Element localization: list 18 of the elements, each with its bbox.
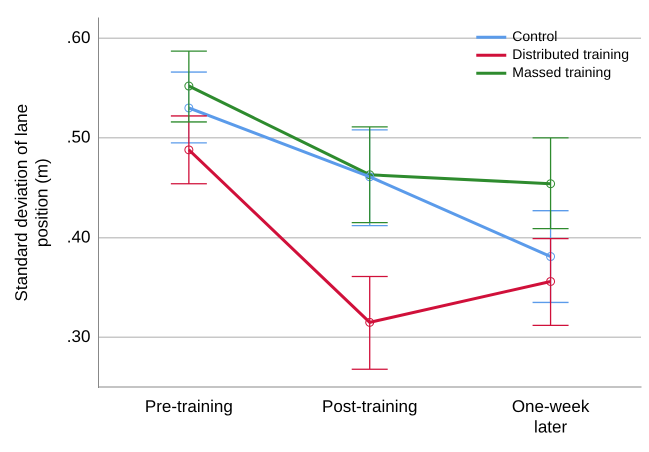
point xyxy=(546,276,556,286)
point xyxy=(184,103,194,112)
y-tick-label: .40 xyxy=(66,227,90,246)
point xyxy=(546,252,556,262)
x-tick-label: One-week later xyxy=(512,397,590,436)
legend-label: Distributed training xyxy=(512,46,630,62)
y-tick-label: .60 xyxy=(66,28,90,47)
y-tick-label: .30 xyxy=(66,327,90,346)
point xyxy=(546,179,556,188)
point xyxy=(184,82,194,91)
y-axis-title: Standard deviation of lane position (m) xyxy=(12,104,52,302)
legend-label: Control xyxy=(512,28,558,44)
x-tick-label: Pre-training xyxy=(144,397,233,416)
y-tick-label: .50 xyxy=(66,128,90,147)
legend-label: Massed training xyxy=(512,64,612,80)
x-tick-label: Post-training xyxy=(322,397,418,416)
point xyxy=(184,145,194,154)
point xyxy=(365,318,374,327)
